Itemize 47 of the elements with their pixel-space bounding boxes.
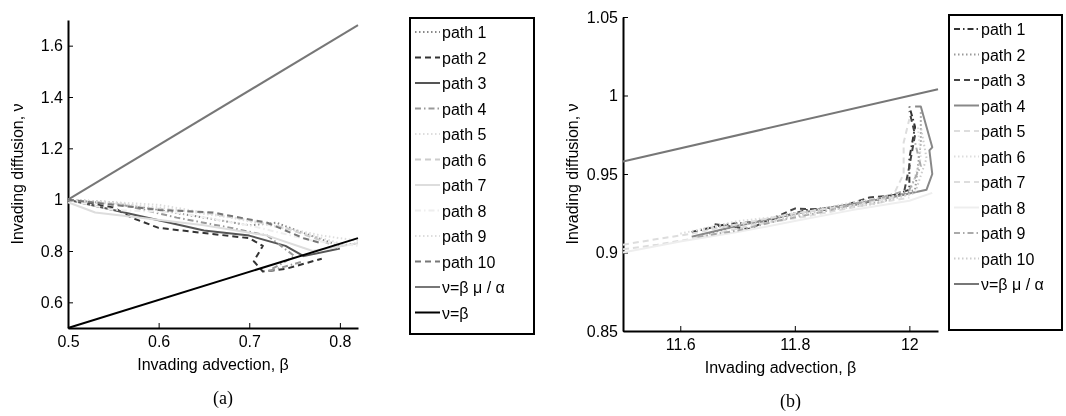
- x-tick-label: 0.8: [329, 333, 352, 351]
- legend-label: path 9: [981, 225, 1026, 242]
- legend-label: path 7: [442, 177, 487, 194]
- legend-label: ν=β: [442, 304, 469, 322]
- legend-label: path 4: [442, 100, 487, 118]
- x-axis-title: Invading advection, β: [137, 356, 289, 373]
- y-tick-label: 1: [54, 191, 64, 209]
- x-tick-label: 11.8: [780, 336, 811, 354]
- legend-label: path 7: [981, 174, 1026, 191]
- legend-label: path 10: [981, 250, 1035, 268]
- x-axis-title: Invading advection, β: [704, 359, 857, 376]
- legend-label: path 2: [442, 49, 487, 67]
- y-tick-label: 0.85: [586, 322, 619, 340]
- legend-label: path 3: [981, 72, 1026, 89]
- x-tick-label: 0.5: [57, 333, 80, 351]
- legend-label: path 3: [442, 75, 487, 92]
- y-tick-label: 1.4: [40, 88, 64, 106]
- x-tick-label: 11.6: [665, 336, 696, 354]
- legend-label: path 2: [981, 46, 1026, 64]
- legend-label: path 5: [442, 126, 487, 143]
- y-tick-label: 0.9: [595, 244, 619, 262]
- text: (a): [213, 388, 233, 409]
- legend-label: ν=β μ / α: [442, 279, 505, 296]
- legend-label: path 1: [442, 24, 487, 41]
- y-tick-label: 0.6: [40, 293, 64, 311]
- y-axis-title: Invading diffusion, ν: [564, 103, 581, 245]
- x-tick-label: 12: [900, 336, 919, 354]
- legend-label: path 9: [442, 228, 487, 245]
- legend-label: path 6: [981, 148, 1026, 166]
- x-tick-label: 0.7: [238, 333, 261, 351]
- text: (b): [780, 391, 801, 412]
- y-tick-label: 1: [609, 87, 619, 105]
- y-tick-label: 1.2: [40, 139, 64, 157]
- y-tick-label: 0.8: [40, 242, 64, 260]
- y-tick-label: 0.95: [586, 165, 619, 183]
- legend-label: ν=β μ / α: [981, 276, 1044, 293]
- legend-label: path 8: [981, 199, 1026, 217]
- legend-label: path 4: [981, 97, 1026, 115]
- legend-label: path 5: [981, 123, 1026, 140]
- legend-label: path 8: [442, 202, 487, 220]
- y-tick-label: 1.05: [586, 8, 619, 26]
- legend-label: path 10: [442, 253, 496, 271]
- legend-label: path 1: [981, 21, 1026, 38]
- y-axis-title: Invading diffusion, ν: [9, 103, 26, 245]
- y-tick-label: 1.6: [40, 37, 64, 55]
- legend-label: path 6: [442, 151, 487, 169]
- x-tick-label: 0.6: [148, 333, 171, 351]
